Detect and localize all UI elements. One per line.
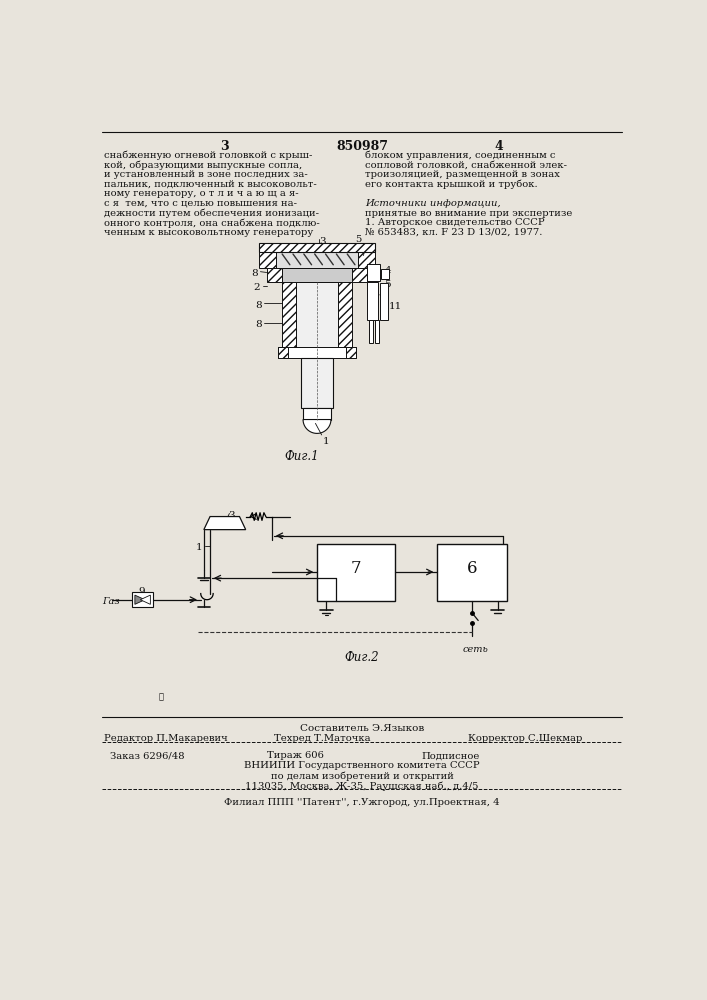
Text: троизоляцией, размещенной в зонах: троизоляцией, размещенной в зонах [365, 170, 560, 179]
Text: Подписное: Подписное [421, 751, 480, 760]
Bar [369, 320, 373, 343]
Text: 1. Авторское свидетельство СССР: 1. Авторское свидетельство СССР [365, 218, 544, 227]
Text: по делам изобретений и открытий: по делам изобретений и открытий [271, 771, 453, 781]
Text: Фиг.2: Фиг.2 [344, 651, 379, 664]
Bar [317, 544, 395, 601]
Bar [375, 320, 379, 343]
Bar [338, 282, 352, 347]
Text: сопловой головкой, снабженной элек-: сопловой головкой, снабженной элек- [365, 160, 567, 169]
Text: 6: 6 [467, 560, 477, 577]
Polygon shape [135, 595, 145, 604]
Text: блоком управления, соединенным с: блоком управления, соединенным с [365, 151, 556, 160]
Text: ченным к высоковольтному генератору: ченным к высоковольтному генератору [104, 228, 313, 237]
Bar [267, 268, 282, 282]
Bar [279, 347, 356, 358]
Bar [352, 268, 368, 282]
Text: сеть: сеть [462, 645, 489, 654]
Polygon shape [303, 420, 331, 433]
Text: Филиал ППП ''Патент'', г.Ужгород, ул.Проектная, 4: Филиал ППП ''Патент'', г.Ужгород, ул.Про… [224, 798, 500, 807]
Text: дежности путем обеспечения ионизаци-: дежности путем обеспечения ионизаци- [104, 209, 319, 218]
Text: Корректор С.Шекмар: Корректор С.Шекмар [468, 734, 583, 743]
Text: онного контроля, она снабжена подклю-: онного контроля, она снабжена подклю- [104, 218, 320, 228]
Text: 3: 3 [221, 140, 229, 153]
Text: 中: 中 [158, 694, 163, 702]
Text: 113035, Москва, Ж-35, Раушская наб., д.4/5: 113035, Москва, Ж-35, Раушская наб., д.4… [245, 781, 479, 791]
Bar [276, 251, 358, 268]
Text: и установленный в зоне последних за-: и установленный в зоне последних за- [104, 170, 308, 179]
Text: 2: 2 [253, 283, 260, 292]
Text: Редактор П.Макаревич: Редактор П.Макаревич [104, 734, 228, 743]
Text: пальник, подключенный к высоковольт-: пальник, подключенный к высоковольт- [104, 180, 317, 189]
Text: № 653483, кл. F 23 D 13/02, 1977.: № 653483, кл. F 23 D 13/02, 1977. [365, 228, 542, 237]
Text: его контакта крышкой и трубок.: его контакта крышкой и трубок. [365, 180, 538, 189]
Text: 1: 1 [196, 544, 203, 552]
Text: Тираж 606: Тираж 606 [267, 751, 324, 760]
Text: Источники информации,: Источники информации, [365, 199, 501, 208]
Text: 11: 11 [389, 302, 402, 311]
Bar [437, 544, 507, 601]
Text: ному генератору, о т л и ч а ю щ а я-: ному генератору, о т л и ч а ю щ а я- [104, 189, 298, 198]
Bar [259, 251, 276, 268]
Text: 5: 5 [385, 280, 391, 289]
Text: 3: 3 [320, 237, 326, 246]
Text: Составитель Э.Языков: Составитель Э.Языков [300, 724, 424, 733]
Text: с я  тем, что с целью повышения на-: с я тем, что с целью повышения на- [104, 199, 297, 208]
Text: 8: 8 [251, 269, 258, 278]
Text: 8: 8 [255, 301, 262, 310]
Bar [259, 243, 375, 252]
Text: 850987: 850987 [336, 140, 388, 153]
Bar [296, 282, 338, 347]
Bar [279, 347, 288, 358]
Text: 5: 5 [355, 235, 361, 244]
Text: Заказ 6296/48: Заказ 6296/48 [110, 751, 185, 760]
Text: 9: 9 [139, 587, 146, 596]
Text: 4: 4 [495, 140, 503, 153]
Bar [381, 269, 389, 279]
Text: 4: 4 [385, 266, 391, 275]
Text: ВНИИПИ Государственного комитета СССР: ВНИИПИ Государственного комитета СССР [244, 761, 480, 770]
Bar [282, 282, 296, 347]
Text: 7: 7 [351, 560, 361, 577]
Polygon shape [204, 517, 246, 530]
Bar [282, 268, 352, 282]
Text: Техред Т.Маточка: Техред Т.Маточка [274, 734, 371, 743]
Text: 8: 8 [255, 320, 262, 329]
Text: принятые во внимание при экспертизе: принятые во внимание при экспертизе [365, 209, 573, 218]
Bar [132, 592, 153, 607]
Text: кой, образующими выпускные сопла,: кой, образующими выпускные сопла, [104, 160, 302, 170]
Bar [380, 283, 387, 320]
Text: снабженную огневой головкой с крыш-: снабженную огневой головкой с крыш- [104, 151, 312, 160]
Polygon shape [140, 595, 151, 604]
Bar [300, 358, 333, 408]
Bar [368, 264, 380, 281]
Text: Фиг.1: Фиг.1 [284, 450, 319, 463]
Bar [358, 251, 375, 268]
Text: 10: 10 [362, 245, 375, 254]
Text: 3: 3 [228, 511, 235, 520]
Bar [346, 347, 356, 358]
Text: 1: 1 [323, 437, 330, 446]
Bar [368, 282, 378, 320]
Text: Газ: Газ [103, 597, 120, 606]
Bar [303, 408, 331, 420]
